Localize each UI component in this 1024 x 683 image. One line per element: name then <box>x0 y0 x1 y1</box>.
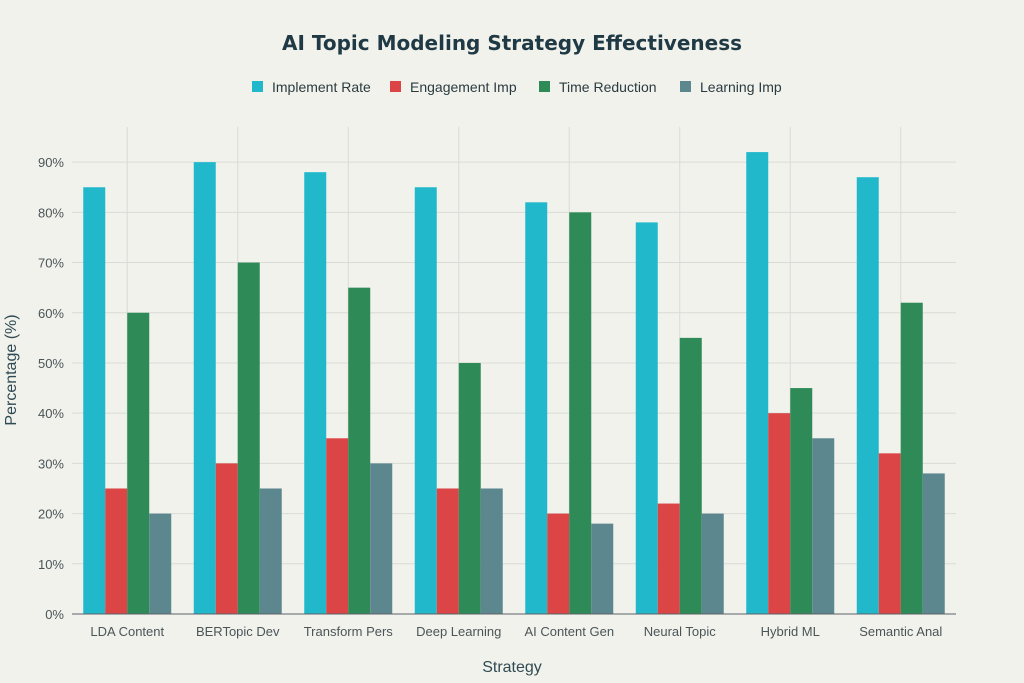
bar-time-reduction-lda-content <box>127 312 150 614</box>
y-tick-label: 20% <box>38 507 64 522</box>
legend-label: Learning Imp <box>700 79 782 95</box>
bar-learning-imp-deep-learning <box>480 488 503 614</box>
y-tick-label: 30% <box>38 456 64 471</box>
legend-swatch <box>390 81 401 92</box>
x-tick-label: LDA Content <box>90 624 164 639</box>
bar-learning-imp-ai-content-gen <box>591 523 614 614</box>
bar-time-reduction-deep-learning <box>458 362 481 614</box>
bar-implement-rate-ai-content-gen <box>525 202 548 615</box>
bar-time-reduction-neural-topic <box>679 337 702 614</box>
chart-title: AI Topic Modeling Strategy Effectiveness <box>282 31 742 55</box>
legend-label: Time Reduction <box>559 79 657 95</box>
y-axis-ticks: 0% 10% 20% 30% 40% 50% 60% 70% 80% 90% <box>38 155 64 622</box>
bar-learning-imp-semantic-anal <box>922 473 945 614</box>
x-tick-label: Neural Topic <box>644 624 717 639</box>
legend-swatch <box>680 81 691 92</box>
y-tick-label: 0% <box>45 607 64 622</box>
legend-swatch <box>252 81 263 92</box>
y-tick-label: 80% <box>38 205 64 220</box>
bar-engagement-imp-neural-topic <box>657 503 680 614</box>
x-tick-label: Hybrid ML <box>761 624 820 639</box>
y-tick-label: 10% <box>38 557 64 572</box>
x-tick-label: Semantic Anal <box>859 624 942 639</box>
x-tick-label: Deep Learning <box>416 624 501 639</box>
x-tick-label: AI Content Gen <box>524 624 614 639</box>
legend-label: Implement Rate <box>272 79 371 95</box>
bar-implement-rate-deep-learning <box>414 187 437 614</box>
x-axis-label: Strategy <box>482 659 542 676</box>
y-axis-label: Percentage (%) <box>3 314 20 425</box>
bar-implement-rate-hybrid-ml <box>746 152 769 614</box>
bar-time-reduction-semantic-anal <box>900 302 923 614</box>
legend-item-implement-rate: Implement Rate <box>252 79 371 95</box>
bar-implement-rate-bertopic-dev <box>193 162 216 614</box>
x-tick-label: BERTopic Dev <box>196 624 280 639</box>
legend-label: Engagement Imp <box>410 79 517 95</box>
bar-implement-rate-neural-topic <box>635 222 658 614</box>
bar-implement-rate-transform-pers <box>304 172 327 615</box>
bar-time-reduction-hybrid-ml <box>790 388 813 614</box>
y-tick-label: 40% <box>38 406 64 421</box>
bar-learning-imp-transform-pers <box>370 463 393 614</box>
legend-swatch <box>539 81 550 92</box>
legend: Implement Rate Engagement Imp Time Reducti… <box>252 79 782 95</box>
bar-engagement-imp-semantic-anal <box>878 453 901 614</box>
bar-time-reduction-transform-pers <box>348 287 371 614</box>
bar-learning-imp-bertopic-dev <box>259 488 282 614</box>
bar-learning-imp-neural-topic <box>701 513 724 614</box>
bar-engagement-imp-bertopic-dev <box>215 463 238 614</box>
bar-learning-imp-hybrid-ml <box>812 438 835 614</box>
y-tick-label: 70% <box>38 256 64 271</box>
bar-implement-rate-lda-content <box>83 187 106 614</box>
bar-implement-rate-semantic-anal <box>856 177 879 615</box>
legend-item-time-reduction: Time Reduction <box>539 79 657 95</box>
bar-engagement-imp-deep-learning <box>436 488 459 614</box>
x-tick-label: Transform Pers <box>304 624 394 639</box>
y-tick-label: 90% <box>38 155 64 170</box>
y-tick-label: 50% <box>38 356 64 371</box>
bar-learning-imp-lda-content <box>149 513 172 614</box>
y-tick-label: 60% <box>38 306 64 321</box>
bar-time-reduction-bertopic-dev <box>237 262 260 614</box>
bar-engagement-imp-lda-content <box>105 488 128 614</box>
bar-time-reduction-ai-content-gen <box>569 212 592 614</box>
legend-item-learning-imp: Learning Imp <box>680 79 782 95</box>
bar-engagement-imp-transform-pers <box>326 438 349 614</box>
bar-engagement-imp-hybrid-ml <box>768 413 791 614</box>
legend-item-engagement-imp: Engagement Imp <box>390 79 517 95</box>
bar-engagement-imp-ai-content-gen <box>547 513 570 614</box>
x-axis-ticks: LDA Content BERTopic Dev Transform Pers Dee… <box>90 624 942 639</box>
bars <box>83 152 945 615</box>
